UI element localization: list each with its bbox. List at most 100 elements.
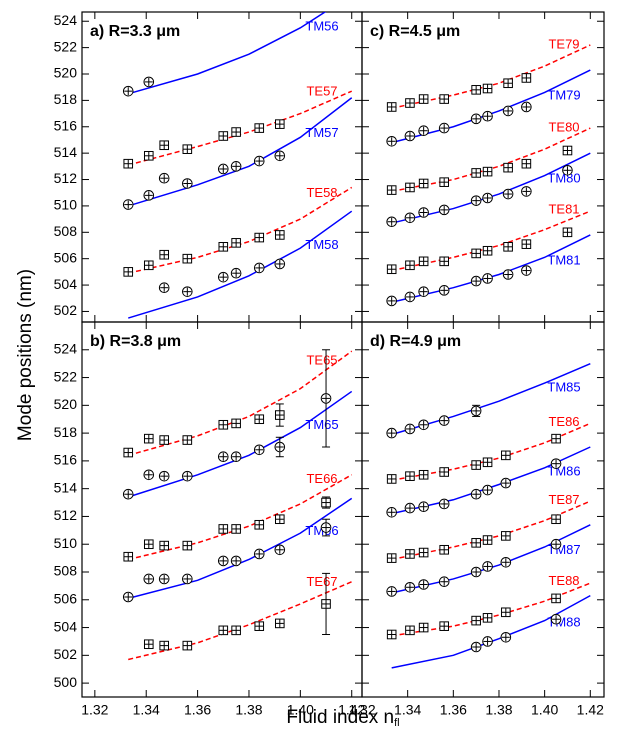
square-marker <box>405 98 415 108</box>
y-tick-label: 500 <box>54 674 78 690</box>
panel-title: b) R=3.8 μm <box>90 333 181 350</box>
curve-label: TE58 <box>306 185 337 200</box>
circle-marker <box>438 285 450 296</box>
square-marker <box>254 519 265 530</box>
circle-marker <box>418 579 429 590</box>
curve-label: TE81 <box>548 201 579 216</box>
circle-marker <box>386 216 397 228</box>
circle-marker <box>482 273 493 284</box>
square-marker <box>439 467 449 477</box>
circle-marker <box>182 178 193 189</box>
panel: c) R=4.5 μm TE79 TM79 TE80 TM80 TE81 TM81 <box>361 11 605 323</box>
curve-label: TM56 <box>305 18 338 33</box>
square-marker <box>182 435 193 445</box>
square-marker <box>503 162 513 173</box>
circle-marker <box>230 451 242 463</box>
square-marker <box>521 158 532 169</box>
panel: 1.32 1.34 1.36 1.38 1.40 1.42 500 502 504 506 508 5… <box>54 321 366 718</box>
circle-marker <box>470 641 482 653</box>
curve-label: TM79 <box>547 87 580 102</box>
square-marker <box>182 640 193 651</box>
circle-marker <box>122 85 134 97</box>
circle-marker <box>230 555 242 567</box>
square-marker <box>501 531 511 541</box>
square-marker <box>482 245 493 256</box>
square-marker <box>123 158 134 169</box>
square-marker <box>521 239 532 249</box>
square-marker <box>159 540 170 551</box>
circle-marker <box>418 286 429 297</box>
circle-marker <box>386 427 397 439</box>
square-marker <box>418 622 429 633</box>
y-tick-label: 520 <box>54 65 78 81</box>
circle-marker <box>386 586 397 597</box>
circle-marker <box>521 101 532 113</box>
square-marker <box>218 524 229 534</box>
y-tick-label: 510 <box>54 535 78 551</box>
x-tick-label: 1.42 <box>577 702 604 718</box>
square-marker <box>386 185 397 195</box>
x-tick-label: 1.32 <box>348 702 375 718</box>
square-marker <box>386 474 397 484</box>
x-tick-label: 1.40 <box>531 702 558 718</box>
fit-curve <box>128 497 353 600</box>
y-tick-label: 518 <box>54 91 78 107</box>
circle-marker <box>470 488 482 500</box>
y-tick-label: 512 <box>54 170 78 186</box>
circle-marker <box>143 76 155 88</box>
y-tick-label: 504 <box>54 618 78 634</box>
circle-marker <box>521 265 532 276</box>
square-marker <box>182 540 193 551</box>
square-marker <box>471 538 481 548</box>
y-tick-label: 508 <box>54 563 78 579</box>
circle-marker <box>158 282 170 294</box>
circle-marker <box>482 636 493 647</box>
square-marker <box>254 123 265 133</box>
square-marker <box>439 621 449 631</box>
square-marker <box>439 94 449 104</box>
circle-marker <box>482 561 493 572</box>
circle-marker <box>122 199 134 210</box>
square-marker <box>386 264 397 275</box>
fit-curve <box>391 500 591 561</box>
square-marker <box>405 182 415 193</box>
square-marker <box>439 177 449 187</box>
square-marker <box>521 73 532 83</box>
circle-marker <box>386 135 397 147</box>
circle-marker <box>500 477 512 489</box>
square-marker <box>551 593 561 604</box>
y-tick-label: 522 <box>54 368 78 384</box>
panel-frame <box>81 321 363 698</box>
circle-marker <box>438 498 450 510</box>
square-marker <box>471 85 481 95</box>
curve-label: TE57 <box>306 84 337 99</box>
fit-curve <box>391 594 591 669</box>
circle-marker <box>158 172 170 184</box>
circle-marker <box>404 502 416 514</box>
panel: 1.32 1.34 1.36 1.38 1.40 1.42 d) R=4.9 μm TM85 T… <box>348 321 605 718</box>
circle-marker <box>158 470 170 482</box>
circle-marker <box>230 267 242 279</box>
y-tick-label: 518 <box>54 424 78 440</box>
square-marker <box>482 457 493 468</box>
fit-curve <box>391 362 591 436</box>
circle-marker <box>253 262 265 274</box>
y-tick-label: 512 <box>54 507 78 523</box>
panel-frame <box>361 321 605 698</box>
circle-marker <box>438 122 450 134</box>
square-marker <box>482 535 493 545</box>
square-marker <box>274 618 285 629</box>
square-marker <box>501 450 511 461</box>
square-marker <box>123 447 134 458</box>
y-tick-label: 516 <box>54 452 78 468</box>
y-axis-label: Mode positions (nm) <box>15 269 36 441</box>
x-tick-label: 1.36 <box>440 702 467 718</box>
panel: 502 504 506 508 510 512 514 516 518 520 522 524 a) R… <box>54 11 363 323</box>
circle-marker <box>217 451 229 463</box>
square-marker <box>231 524 241 534</box>
square-marker <box>482 83 493 94</box>
square-marker <box>418 256 429 267</box>
x-tick-label: 1.34 <box>394 702 421 718</box>
curve-label: TE65 <box>306 352 337 367</box>
circle-marker <box>122 591 134 603</box>
